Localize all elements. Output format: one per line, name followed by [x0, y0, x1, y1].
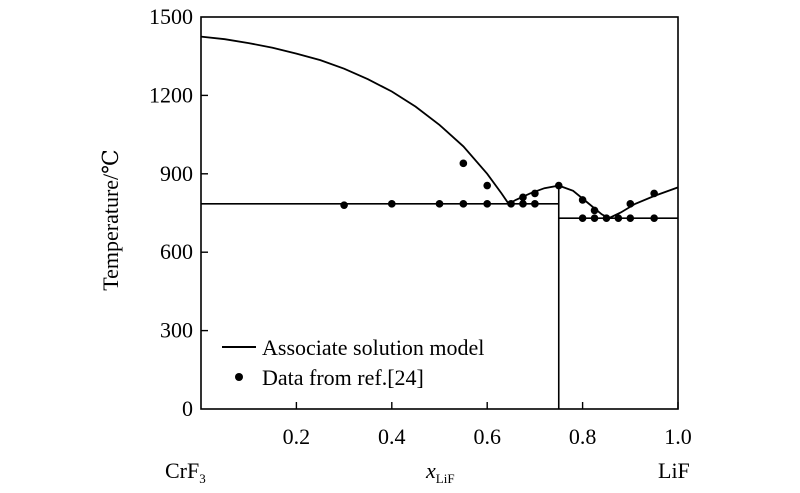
x-axis-label-main: x	[425, 458, 436, 483]
y-axis-label: Temperature/℃	[98, 149, 123, 291]
data-point	[519, 193, 527, 202]
x-tick-label: 0.2	[283, 424, 311, 449]
data-point	[388, 200, 396, 208]
right-component-label: LiF	[658, 458, 690, 483]
left-component-label: CrF3	[165, 458, 206, 486]
data-points	[340, 159, 658, 223]
data-point	[602, 214, 611, 223]
y-tick-label: 1200	[149, 82, 193, 107]
left-component-main: CrF	[165, 458, 199, 483]
x-axis-label: xLiF	[425, 458, 455, 486]
legend-point-swatch	[235, 373, 243, 381]
y-tick-label: 900	[160, 161, 193, 186]
data-point	[531, 200, 539, 208]
legend: Associate solution model Data from ref.[…	[222, 335, 484, 390]
data-point	[531, 189, 539, 198]
y-tick-label: 1500	[149, 4, 193, 29]
data-point	[590, 206, 599, 215]
left-component-sub: 3	[199, 471, 206, 486]
y-tick-label: 0	[182, 396, 193, 421]
data-point	[483, 200, 492, 208]
data-point	[519, 200, 527, 208]
data-point	[650, 189, 658, 198]
data-point	[459, 159, 468, 168]
data-point	[507, 200, 515, 208]
data-point	[650, 214, 658, 223]
data-point	[590, 214, 599, 223]
data-point	[554, 181, 563, 190]
y-tick-label: 600	[160, 239, 193, 264]
data-point	[578, 214, 587, 223]
x-tick-label: 1.0	[664, 424, 692, 449]
data-point	[578, 196, 587, 204]
liquidus-curve	[200, 35, 679, 220]
data-point	[459, 200, 468, 208]
data-point	[435, 200, 444, 208]
data-point	[614, 214, 623, 223]
legend-line-label: Associate solution model	[262, 335, 484, 360]
axes: 0.2 0.4 0.6 0.8 1.0 0 300 600 900 1200 1500	[149, 4, 692, 449]
data-point	[483, 181, 492, 190]
x-axis-label-sub: LiF	[436, 471, 455, 486]
data-point	[626, 200, 635, 208]
x-tick-label: 0.6	[473, 424, 501, 449]
data-point	[340, 201, 348, 209]
x-tick-label: 0.4	[378, 424, 406, 449]
plot-frame	[200, 16, 679, 410]
y-tick-label: 300	[160, 318, 193, 343]
x-tick-label: 0.8	[569, 424, 597, 449]
data-point	[626, 214, 635, 223]
legend-points-label: Data from ref.[24]	[262, 365, 424, 390]
